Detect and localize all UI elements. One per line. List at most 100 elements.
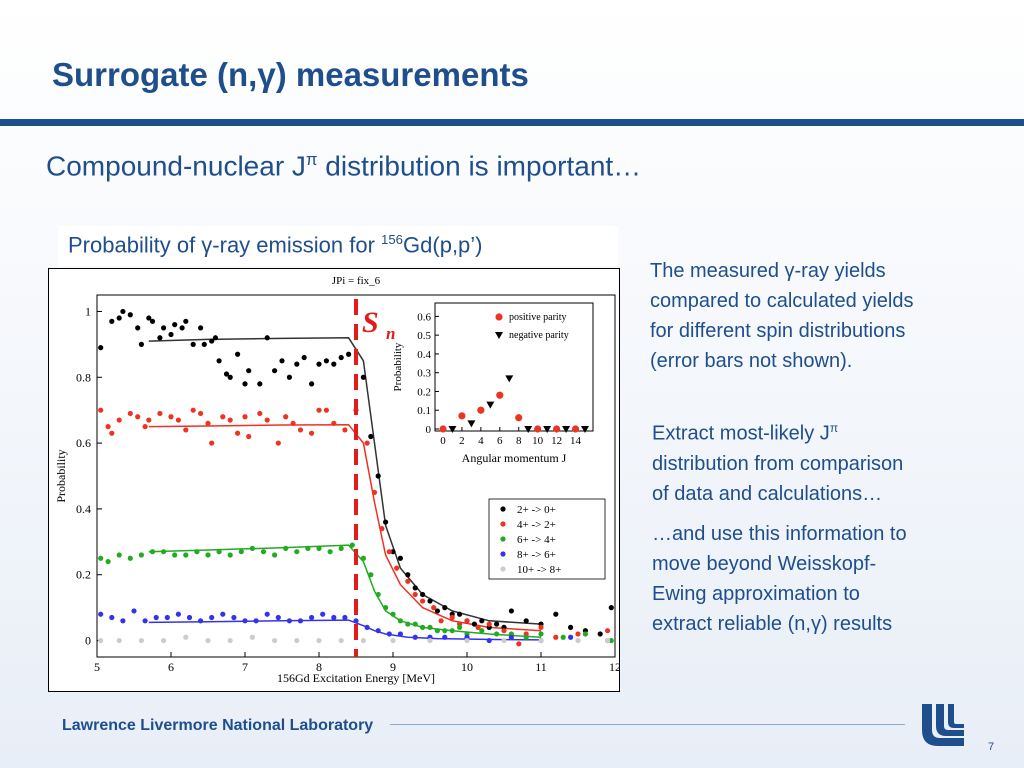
data-point	[501, 637, 507, 644]
data-point	[220, 611, 226, 617]
data-point	[242, 414, 248, 420]
data-point	[349, 542, 355, 548]
data-point	[368, 433, 374, 440]
data-point	[412, 634, 418, 640]
data-point	[582, 631, 589, 637]
data-point	[605, 637, 611, 644]
legend-label: 4+ -> 2+	[517, 519, 556, 531]
data-point	[190, 407, 196, 413]
data-point	[316, 407, 322, 413]
data-point	[242, 381, 248, 387]
data-point	[420, 624, 426, 630]
data-point	[138, 637, 144, 644]
data-point	[172, 552, 178, 558]
inset-x-tick-label: 8	[516, 435, 522, 447]
data-point	[379, 526, 385, 532]
inset-y-axis-label: Probability	[392, 342, 404, 391]
subtitle-suffix: distribution is important…	[317, 150, 642, 182]
inset-point-negative	[448, 426, 457, 433]
data-point	[364, 624, 370, 630]
subtitle-prefix: Compound-nuclear J	[46, 150, 306, 182]
figure-caption: Probability of γ-ray emission for 156Gd(…	[58, 226, 618, 266]
data-point	[183, 318, 189, 324]
inset-point-positive	[515, 414, 523, 422]
sn-subscript: n	[386, 324, 395, 343]
data-point	[538, 637, 544, 644]
data-point	[568, 634, 574, 640]
data-point	[253, 618, 259, 624]
data-point	[438, 618, 444, 624]
inset-point-positive	[571, 425, 580, 433]
data-point	[383, 605, 389, 611]
chart-title: JPi = fix_6	[332, 275, 381, 287]
inset-x-tick-label: 2	[459, 435, 465, 447]
data-point	[390, 611, 396, 617]
data-point	[538, 631, 544, 637]
inset-point-negative	[486, 401, 495, 409]
data-point	[479, 628, 485, 634]
inset-point-negative	[581, 426, 589, 433]
data-point	[205, 552, 211, 558]
data-point	[294, 549, 300, 555]
data-point	[272, 552, 278, 558]
slide-title: Surrogate (n,γ) measurements	[52, 56, 529, 94]
data-point	[190, 341, 196, 347]
inset-point-positive	[477, 406, 485, 414]
data-point	[309, 614, 315, 621]
data-point	[127, 410, 133, 417]
data-point	[257, 381, 263, 387]
data-point	[146, 315, 152, 321]
data-point	[238, 549, 244, 555]
data-point	[442, 628, 448, 634]
data-point	[501, 628, 507, 634]
data-point	[368, 572, 374, 578]
data-point	[405, 621, 411, 627]
y-tick-label: 0.6	[76, 436, 91, 450]
data-point	[257, 410, 263, 417]
llnl-logo-icon	[922, 704, 964, 746]
data-point	[575, 631, 581, 637]
caption-prefix: Probability of	[68, 232, 202, 258]
text-block-measured: The measured γ-ray yields compared to ca…	[650, 256, 913, 376]
x-tick-label: 8	[316, 660, 322, 674]
data-point	[153, 614, 159, 621]
inset-y-tick-label: 0.5	[417, 330, 431, 342]
data-point	[568, 624, 574, 630]
caption-gamma: γ	[201, 232, 213, 258]
data-point	[157, 410, 163, 417]
data-point	[98, 637, 104, 644]
legend-label: 8+ -> 6+	[517, 549, 556, 561]
caption-middle: -ray emission for	[212, 232, 382, 258]
data-point	[135, 414, 141, 420]
data-point	[486, 621, 492, 627]
data-point	[516, 641, 522, 647]
data-point	[494, 621, 500, 627]
data-point	[560, 634, 566, 640]
x-axis-label: 156Gd Excitation Energy [MeV]	[277, 671, 435, 685]
data-point	[220, 414, 226, 420]
inset-point-negative	[543, 426, 552, 433]
data-point	[608, 637, 614, 644]
data-point	[194, 549, 200, 555]
probability-chart: JPi = fix_6 5 6 7 8 9 10 11 12 0 0.2 0.4 0.6 0.8 1 156G…	[54, 275, 621, 685]
inset-point-positive	[553, 425, 561, 433]
data-point	[431, 605, 437, 611]
inset-y-tick-label: 0.3	[417, 368, 431, 380]
data-point	[286, 618, 292, 624]
data-point	[183, 427, 189, 433]
data-point	[342, 427, 348, 433]
data-point	[297, 427, 304, 433]
slide-title-suffix: ) measurements	[275, 56, 529, 93]
legend-marker	[500, 506, 506, 512]
inset-y-tick-label: 0.2	[417, 386, 431, 398]
data-point	[608, 605, 614, 611]
data-point	[605, 628, 611, 634]
inset-y-tick-label: 0.6	[417, 311, 431, 323]
data-point	[449, 614, 455, 621]
data-point	[397, 631, 403, 637]
data-point	[179, 325, 185, 331]
legend-label: 10+ -> 8+	[517, 564, 561, 576]
data-point	[508, 608, 514, 614]
data-point	[538, 624, 544, 630]
text-line: compared to calculated yields	[650, 290, 914, 312]
